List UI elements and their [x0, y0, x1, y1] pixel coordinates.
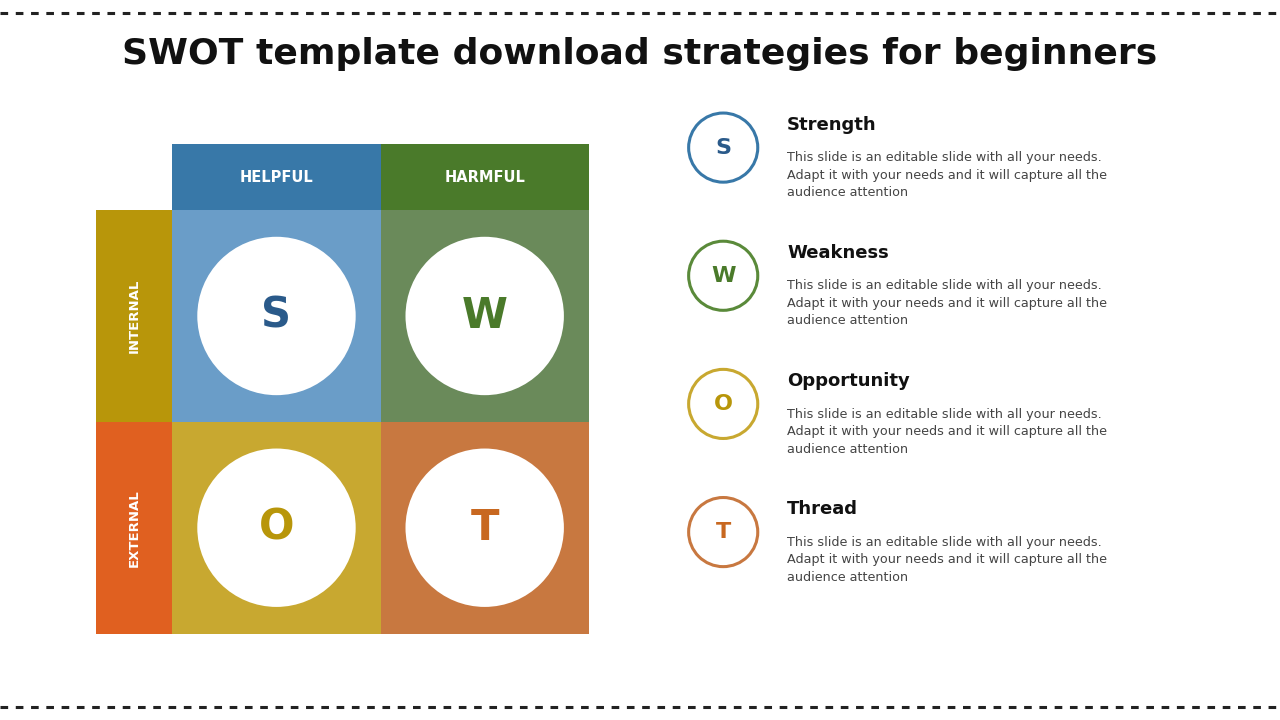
- Text: HELPFUL: HELPFUL: [239, 169, 314, 184]
- Text: S: S: [716, 138, 731, 158]
- Ellipse shape: [406, 449, 564, 607]
- Bar: [173, 422, 380, 634]
- Text: Thread: Thread: [787, 500, 858, 518]
- Bar: [173, 144, 380, 210]
- Text: SWOT template download strategies for beginners: SWOT template download strategies for be…: [123, 37, 1157, 71]
- Text: This slide is an editable slide with all your needs.
Adapt it with your needs an: This slide is an editable slide with all…: [787, 536, 1107, 584]
- Text: O: O: [714, 394, 732, 414]
- Ellipse shape: [689, 498, 758, 567]
- Ellipse shape: [197, 449, 356, 607]
- Text: This slide is an editable slide with all your needs.
Adapt it with your needs an: This slide is an editable slide with all…: [787, 408, 1107, 456]
- Text: T: T: [716, 522, 731, 542]
- Text: T: T: [471, 507, 499, 549]
- Bar: [380, 422, 589, 634]
- Text: W: W: [462, 295, 508, 337]
- Bar: [380, 144, 589, 210]
- Text: Opportunity: Opportunity: [787, 372, 910, 390]
- Ellipse shape: [406, 237, 564, 395]
- Text: HARMFUL: HARMFUL: [444, 169, 525, 184]
- Text: Strength: Strength: [787, 115, 877, 133]
- Text: S: S: [261, 295, 292, 337]
- Ellipse shape: [689, 241, 758, 310]
- Bar: [96, 422, 173, 634]
- Ellipse shape: [197, 237, 356, 395]
- Text: INTERNAL: INTERNAL: [128, 279, 141, 353]
- Bar: [96, 210, 173, 422]
- Ellipse shape: [689, 369, 758, 438]
- Bar: [173, 210, 380, 422]
- Text: W: W: [710, 266, 736, 286]
- Text: This slide is an editable slide with all your needs.
Adapt it with your needs an: This slide is an editable slide with all…: [787, 151, 1107, 199]
- Ellipse shape: [689, 113, 758, 182]
- Text: This slide is an editable slide with all your needs.
Adapt it with your needs an: This slide is an editable slide with all…: [787, 279, 1107, 328]
- Text: O: O: [259, 507, 294, 549]
- Bar: [380, 210, 589, 422]
- Text: EXTERNAL: EXTERNAL: [128, 489, 141, 567]
- Text: Weakness: Weakness: [787, 243, 888, 261]
